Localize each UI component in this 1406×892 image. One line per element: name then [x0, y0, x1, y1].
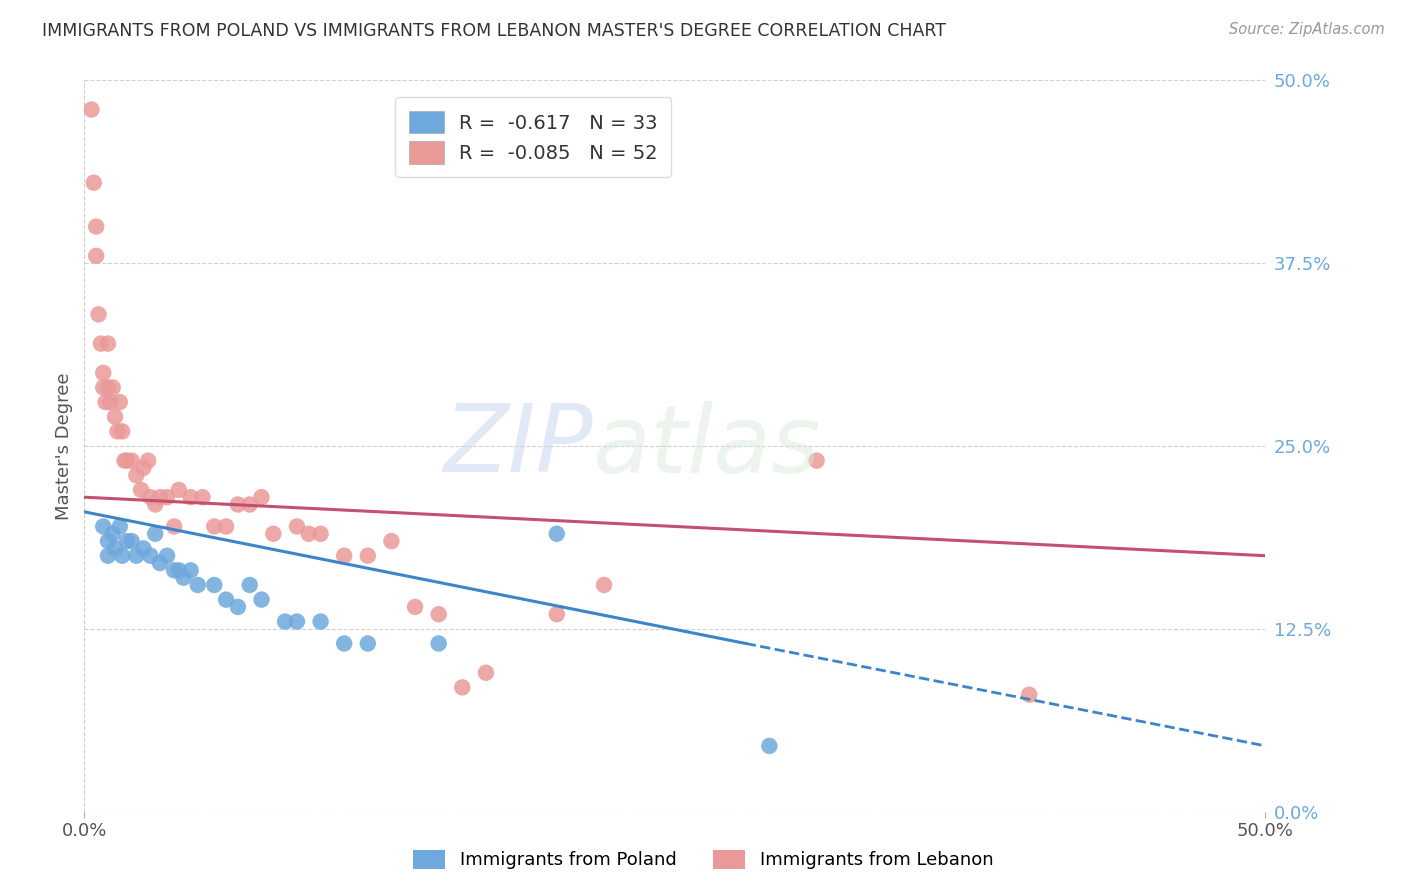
- Point: [80, 103, 103, 117]
- Point: [91, 519, 114, 533]
- Point: [285, 615, 308, 629]
- Point: [298, 526, 321, 541]
- Point: [285, 519, 308, 533]
- Point: [91, 366, 114, 380]
- Point: [215, 519, 238, 533]
- Point: [108, 395, 131, 409]
- Text: atlas: atlas: [592, 401, 821, 491]
- Point: [156, 549, 179, 563]
- Point: [250, 490, 273, 504]
- Point: [546, 526, 568, 541]
- Point: [191, 490, 214, 504]
- Y-axis label: Master's Degree: Master's Degree: [55, 372, 73, 520]
- Point: [187, 578, 209, 592]
- Point: [163, 519, 186, 533]
- Point: [262, 526, 284, 541]
- Point: [97, 380, 120, 394]
- Point: [132, 541, 155, 556]
- Point: [121, 453, 143, 467]
- Point: [427, 636, 450, 650]
- Legend: Immigrants from Poland, Immigrants from Lebanon: Immigrants from Poland, Immigrants from …: [404, 841, 1002, 879]
- Point: [111, 425, 134, 439]
- Point: [239, 498, 262, 512]
- Text: ZIP: ZIP: [443, 401, 592, 491]
- Point: [139, 549, 162, 563]
- Point: [180, 490, 202, 504]
- Point: [427, 607, 450, 622]
- Point: [202, 578, 225, 592]
- Point: [167, 483, 190, 497]
- Point: [333, 549, 356, 563]
- Point: [357, 549, 380, 563]
- Point: [546, 607, 568, 622]
- Point: [101, 526, 124, 541]
- Point: [97, 549, 120, 563]
- Point: [167, 563, 190, 577]
- Point: [111, 549, 134, 563]
- Point: [593, 578, 616, 592]
- Point: [91, 380, 114, 394]
- Point: [139, 490, 162, 504]
- Point: [239, 578, 262, 592]
- Point: [121, 534, 143, 549]
- Text: Source: ZipAtlas.com: Source: ZipAtlas.com: [1229, 22, 1385, 37]
- Point: [97, 336, 120, 351]
- Point: [309, 526, 332, 541]
- Point: [84, 219, 107, 234]
- Point: [108, 519, 131, 533]
- Point: [451, 681, 474, 695]
- Point: [226, 498, 249, 512]
- Point: [104, 409, 127, 424]
- Point: [404, 599, 426, 614]
- Point: [132, 461, 155, 475]
- Legend: R =  -0.617   N = 33, R =  -0.085   N = 52: R = -0.617 N = 33, R = -0.085 N = 52: [395, 97, 671, 178]
- Point: [1018, 688, 1040, 702]
- Point: [84, 249, 107, 263]
- Point: [250, 592, 273, 607]
- Point: [136, 453, 159, 467]
- Point: [149, 556, 172, 570]
- Text: IMMIGRANTS FROM POLAND VS IMMIGRANTS FROM LEBANON MASTER'S DEGREE CORRELATION CH: IMMIGRANTS FROM POLAND VS IMMIGRANTS FRO…: [42, 22, 946, 40]
- Point: [357, 636, 380, 650]
- Point: [173, 571, 195, 585]
- Point: [274, 615, 297, 629]
- Point: [180, 563, 202, 577]
- Point: [156, 490, 179, 504]
- Point: [125, 549, 148, 563]
- Point: [758, 739, 780, 753]
- Point: [380, 534, 402, 549]
- Point: [101, 380, 124, 394]
- Point: [309, 615, 332, 629]
- Point: [94, 395, 117, 409]
- Point: [143, 526, 166, 541]
- Point: [333, 636, 356, 650]
- Point: [475, 665, 498, 680]
- Point: [107, 425, 129, 439]
- Point: [97, 534, 120, 549]
- Point: [143, 498, 166, 512]
- Point: [806, 453, 828, 467]
- Point: [104, 541, 127, 556]
- Point: [98, 395, 121, 409]
- Point: [226, 599, 249, 614]
- Point: [87, 307, 110, 321]
- Point: [115, 534, 138, 549]
- Point: [202, 519, 225, 533]
- Point: [125, 468, 148, 483]
- Point: [149, 490, 172, 504]
- Point: [129, 483, 152, 497]
- Point: [83, 176, 105, 190]
- Point: [90, 336, 112, 351]
- Point: [215, 592, 238, 607]
- Point: [163, 563, 186, 577]
- Point: [114, 453, 136, 467]
- Point: [115, 453, 138, 467]
